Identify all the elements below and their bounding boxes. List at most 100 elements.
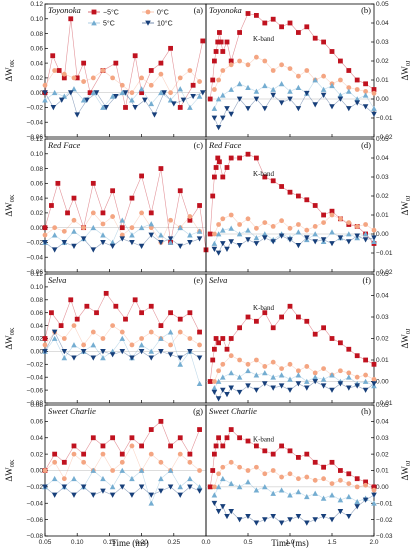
data-point bbox=[109, 352, 116, 358]
y-tick-label: 0.10 bbox=[30, 284, 43, 291]
data-point bbox=[61, 484, 68, 490]
data-point bbox=[207, 484, 213, 490]
data-point bbox=[245, 479, 251, 485]
data-point bbox=[220, 475, 226, 482]
data-point bbox=[216, 340, 221, 346]
data-point bbox=[371, 105, 377, 111]
data-point bbox=[215, 396, 222, 402]
x-tick-label: 0.05 bbox=[39, 539, 52, 546]
data-point bbox=[177, 224, 184, 231]
data-point bbox=[337, 96, 344, 102]
data-point bbox=[220, 68, 226, 73]
data-point bbox=[245, 513, 251, 520]
data-point bbox=[228, 427, 234, 432]
data-point bbox=[177, 435, 183, 441]
data-point bbox=[237, 325, 242, 331]
data-point bbox=[254, 225, 259, 231]
data-point bbox=[148, 492, 155, 498]
y-tick-label: −0.02 bbox=[27, 362, 44, 369]
data-point bbox=[338, 58, 343, 64]
y-tick-label: 0.06 bbox=[30, 419, 43, 426]
data-point bbox=[363, 89, 368, 94]
data-point bbox=[279, 314, 284, 320]
y-tick-label: 0.04 bbox=[376, 20, 389, 27]
data-point bbox=[61, 349, 68, 355]
data-point bbox=[262, 471, 268, 477]
data-point bbox=[362, 104, 369, 110]
data-point bbox=[119, 329, 125, 335]
data-point bbox=[210, 468, 216, 473]
y-tick-label: −0.03 bbox=[376, 533, 393, 540]
data-point bbox=[61, 228, 67, 234]
data-point bbox=[167, 97, 174, 103]
data-point bbox=[228, 459, 234, 465]
y-tick-label: −0.02 bbox=[27, 105, 44, 112]
x-tick-label: 0.0 bbox=[201, 539, 210, 546]
data-point bbox=[100, 232, 106, 238]
data-point bbox=[187, 232, 193, 238]
data-point bbox=[213, 165, 219, 170]
data-point bbox=[129, 443, 135, 449]
data-point bbox=[371, 487, 377, 493]
data-point bbox=[217, 30, 222, 35]
data-point bbox=[42, 484, 48, 490]
y-tick-label: −0.08 bbox=[27, 400, 44, 407]
y-tick-label: 0.02 bbox=[376, 193, 389, 200]
panel-8: −0.03 −0.02 −0.01 0.00 0.01 0.02 0.03 0.04 0.05 0… bbox=[201, 402, 412, 546]
data-point bbox=[212, 484, 217, 490]
data-point bbox=[338, 77, 343, 83]
panel-letter: (a) bbox=[194, 5, 204, 15]
data-point bbox=[216, 435, 221, 441]
y-tick-label: 0.01 bbox=[376, 468, 389, 475]
data-point bbox=[168, 45, 173, 51]
data-point bbox=[215, 250, 222, 256]
y-tick-label: −0.01 bbox=[376, 115, 393, 122]
data-point bbox=[212, 231, 217, 237]
data-point bbox=[228, 336, 234, 341]
data-point bbox=[245, 438, 251, 444]
data-point bbox=[42, 336, 48, 341]
data-point bbox=[279, 184, 284, 189]
series-line bbox=[44, 168, 207, 250]
data-point bbox=[139, 443, 144, 449]
data-point bbox=[148, 82, 154, 88]
data-point bbox=[123, 316, 128, 322]
data-point bbox=[278, 233, 285, 239]
data-point bbox=[287, 376, 293, 382]
data-point bbox=[254, 464, 259, 470]
data-point bbox=[287, 517, 293, 523]
y-tick-label: −0.01 bbox=[376, 500, 393, 507]
x-tick-label: 2.0 bbox=[369, 539, 378, 546]
data-point bbox=[279, 218, 284, 224]
x-tick-label: 0.5 bbox=[243, 539, 252, 546]
data-point bbox=[218, 39, 224, 45]
data-point bbox=[287, 237, 293, 243]
data-point bbox=[167, 236, 174, 242]
data-point bbox=[42, 97, 48, 103]
data-point bbox=[110, 188, 116, 194]
data-point bbox=[148, 348, 155, 354]
data-point bbox=[262, 364, 268, 369]
data-point bbox=[211, 500, 218, 507]
panel-title: Toyonoka bbox=[48, 5, 81, 15]
data-point bbox=[110, 75, 116, 81]
data-point bbox=[321, 73, 326, 79]
data-point bbox=[180, 97, 187, 103]
y-tick-label: 0.05 bbox=[376, 1, 389, 8]
y-tick-label: 0.02 bbox=[30, 336, 43, 343]
data-point bbox=[215, 39, 221, 45]
data-point bbox=[119, 225, 125, 231]
data-point bbox=[354, 484, 360, 490]
data-point bbox=[210, 77, 216, 83]
data-point bbox=[245, 383, 251, 389]
data-point bbox=[167, 239, 174, 245]
data-point bbox=[132, 105, 138, 111]
y-tick-label: 0.05 bbox=[376, 402, 389, 409]
data-point bbox=[312, 379, 318, 385]
data-point bbox=[220, 361, 226, 367]
data-point bbox=[84, 97, 90, 103]
data-point bbox=[119, 349, 126, 355]
data-point bbox=[177, 105, 183, 110]
data-point bbox=[346, 68, 352, 73]
data-point bbox=[304, 68, 310, 73]
